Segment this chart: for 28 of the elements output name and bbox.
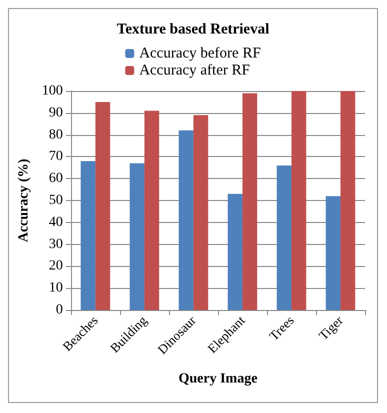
y-tick-label: 60 xyxy=(48,171,63,186)
y-tick-label: 30 xyxy=(48,236,63,252)
bar xyxy=(228,194,242,310)
legend-label: Accuracy before RF xyxy=(139,46,261,62)
bar xyxy=(340,91,356,310)
legend-label: Accuracy after RF xyxy=(139,62,250,78)
y-tick-label: 50 xyxy=(48,193,63,208)
bar xyxy=(276,165,292,310)
y-tick-label: 0 xyxy=(56,302,63,318)
y-tick-label: 100 xyxy=(42,84,63,98)
chart-title: Texture based Retrieval xyxy=(116,22,270,38)
y-tick-label: 10 xyxy=(48,280,63,296)
y-tick-label: 90 xyxy=(48,105,63,120)
bar xyxy=(178,130,194,310)
bar xyxy=(242,93,258,310)
y-tick-label: 70 xyxy=(48,149,63,164)
y-tick-label: 80 xyxy=(48,127,63,142)
bar xyxy=(326,196,340,310)
x-axis-title: Query Image xyxy=(178,372,258,386)
y-tick-label: 20 xyxy=(48,258,63,274)
bar xyxy=(130,163,144,310)
bar xyxy=(193,115,208,310)
bar xyxy=(291,91,306,310)
bar xyxy=(144,110,160,310)
y-tick-label: 40 xyxy=(48,214,63,230)
y-axis-title: Accuracy (%) xyxy=(16,158,32,242)
bar xyxy=(80,161,96,310)
bar xyxy=(95,102,110,310)
